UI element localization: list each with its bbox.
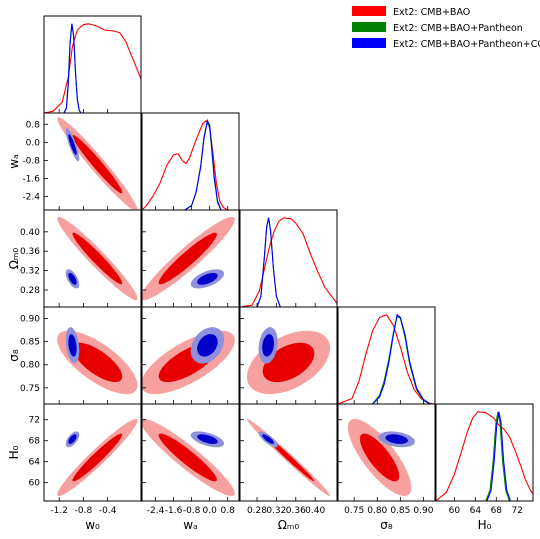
x-tick-label: 72 xyxy=(512,506,523,516)
marginal-line-series-2 xyxy=(184,119,222,210)
marginal-line-series-1 xyxy=(372,315,431,404)
y-tick-label: 0.8 xyxy=(26,120,41,130)
contour-68-series-2 xyxy=(385,434,408,444)
marginal-line-series-1 xyxy=(485,411,510,501)
x-tick-label: 0.28 xyxy=(247,506,267,516)
x-tick-label: 68 xyxy=(491,506,503,516)
y-axis-label: H₀ xyxy=(7,445,21,459)
y-tick-label: -0.8 xyxy=(22,156,40,166)
contour-68-series-0 xyxy=(158,232,217,285)
contour-68-series-0 xyxy=(359,433,400,482)
y-tick-label: 68 xyxy=(29,437,41,447)
x-tick-label: 64 xyxy=(470,506,482,516)
x-axis-label: H₀ xyxy=(478,518,492,532)
contour-68-series-2 xyxy=(68,434,77,444)
x-tick-label: -1.6 xyxy=(165,506,183,516)
x-tick-label: 0.85 xyxy=(390,506,410,516)
marginal-line-series-0 xyxy=(44,23,141,113)
contour-68-series-0 xyxy=(72,433,123,482)
x-axis-label: wₐ xyxy=(183,518,198,532)
marginal-line-series-0 xyxy=(240,217,337,307)
legend-swatch xyxy=(352,6,386,16)
y-tick-label: 0.36 xyxy=(20,247,40,257)
y-tick-label: -2.4 xyxy=(22,192,40,202)
marginal-line-series-2 xyxy=(372,313,431,404)
y-tick-label: 0.85 xyxy=(20,338,40,348)
x-tick-label: 0.36 xyxy=(286,506,306,516)
x-axis-label: σ₈ xyxy=(380,518,393,532)
x-tick-label: 0.80 xyxy=(367,506,387,516)
contour-68-series-2 xyxy=(197,434,218,444)
marginal-line-series-1 xyxy=(256,217,281,307)
panel-frame xyxy=(337,403,436,502)
x-tick-label: 0.75 xyxy=(344,506,364,516)
y-axis-label: σ₈ xyxy=(7,349,21,362)
contour-68-series-0 xyxy=(72,135,123,194)
panel-frame xyxy=(435,403,534,502)
marginal-line-series-1 xyxy=(184,118,222,210)
marginal-line-series-2 xyxy=(486,411,512,501)
y-tick-label: 0.28 xyxy=(20,286,40,296)
y-tick-label: 0.90 xyxy=(20,315,40,325)
marginal-line-series-0 xyxy=(338,314,435,404)
x-tick-label: -0.8 xyxy=(75,506,93,516)
legend-label: Ext2: CMB+BAO+Pantheon xyxy=(393,23,523,34)
marginal-line-series-2 xyxy=(256,217,281,307)
x-axis-label: w₀ xyxy=(85,518,100,532)
contour-68-series-2 xyxy=(262,334,274,357)
panel-frame xyxy=(141,112,240,211)
x-tick-label: 0.90 xyxy=(413,506,433,516)
contour-68-series-2 xyxy=(68,334,77,357)
legend-swatch xyxy=(352,38,386,48)
x-tick-label: 60 xyxy=(449,506,461,516)
contour-68-series-2 xyxy=(197,273,218,285)
x-tick-label: -2.4 xyxy=(147,506,165,516)
y-axis-label: Ωₘ₀ xyxy=(7,248,21,270)
contour-68-series-2 xyxy=(68,134,77,155)
y-tick-label: 0.80 xyxy=(20,361,40,371)
contour-68-series-2 xyxy=(262,434,274,444)
y-tick-label: 0.0 xyxy=(26,138,41,148)
y-tick-label: 0.40 xyxy=(20,228,40,238)
x-tick-label: 0.40 xyxy=(305,506,325,516)
y-tick-label: 0.75 xyxy=(20,384,40,394)
marginal-line-series-0 xyxy=(436,411,533,501)
x-tick-label: -0.8 xyxy=(183,506,201,516)
panel-frame xyxy=(337,306,436,405)
legend: Ext2: CMB+BAO Ext2: CMB+BAO+Pantheon Ext2:… xyxy=(352,6,540,50)
x-tick-label: 0.8 xyxy=(221,506,236,516)
y-tick-label: -1.6 xyxy=(22,174,40,184)
contour-68-series-2 xyxy=(197,334,218,357)
y-tick-label: 60 xyxy=(29,479,41,489)
legend-label: Ext2: CMB+BAO+Pantheon+CC xyxy=(393,39,540,50)
y-tick-label: 64 xyxy=(29,458,41,468)
x-tick-label: -0.4 xyxy=(99,506,117,516)
legend-label: Ext2: CMB+BAO xyxy=(393,7,470,18)
panel-frame xyxy=(239,209,338,308)
panel-frame xyxy=(239,403,338,502)
contour-68-series-0 xyxy=(158,433,217,482)
x-tick-label: 0.32 xyxy=(266,506,286,516)
y-tick-label: 0.32 xyxy=(20,267,40,277)
y-axis-label: wₐ xyxy=(7,154,21,169)
panel-frame xyxy=(141,403,240,502)
panel-frame xyxy=(43,15,142,114)
x-tick-label: -1.2 xyxy=(50,506,68,516)
marginal-line-series-2 xyxy=(63,23,82,113)
panel-frame xyxy=(43,403,142,502)
y-tick-label: 72 xyxy=(29,416,40,426)
contour-68-series-2 xyxy=(68,273,77,285)
x-axis-label: Ωₘ₀ xyxy=(278,518,300,532)
x-tick-label: 0.0 xyxy=(203,506,218,516)
contour-68-series-0 xyxy=(72,342,123,383)
contour-68-series-0 xyxy=(72,232,123,285)
legend-swatch xyxy=(352,22,386,32)
marginal-line-series-0 xyxy=(142,119,239,210)
